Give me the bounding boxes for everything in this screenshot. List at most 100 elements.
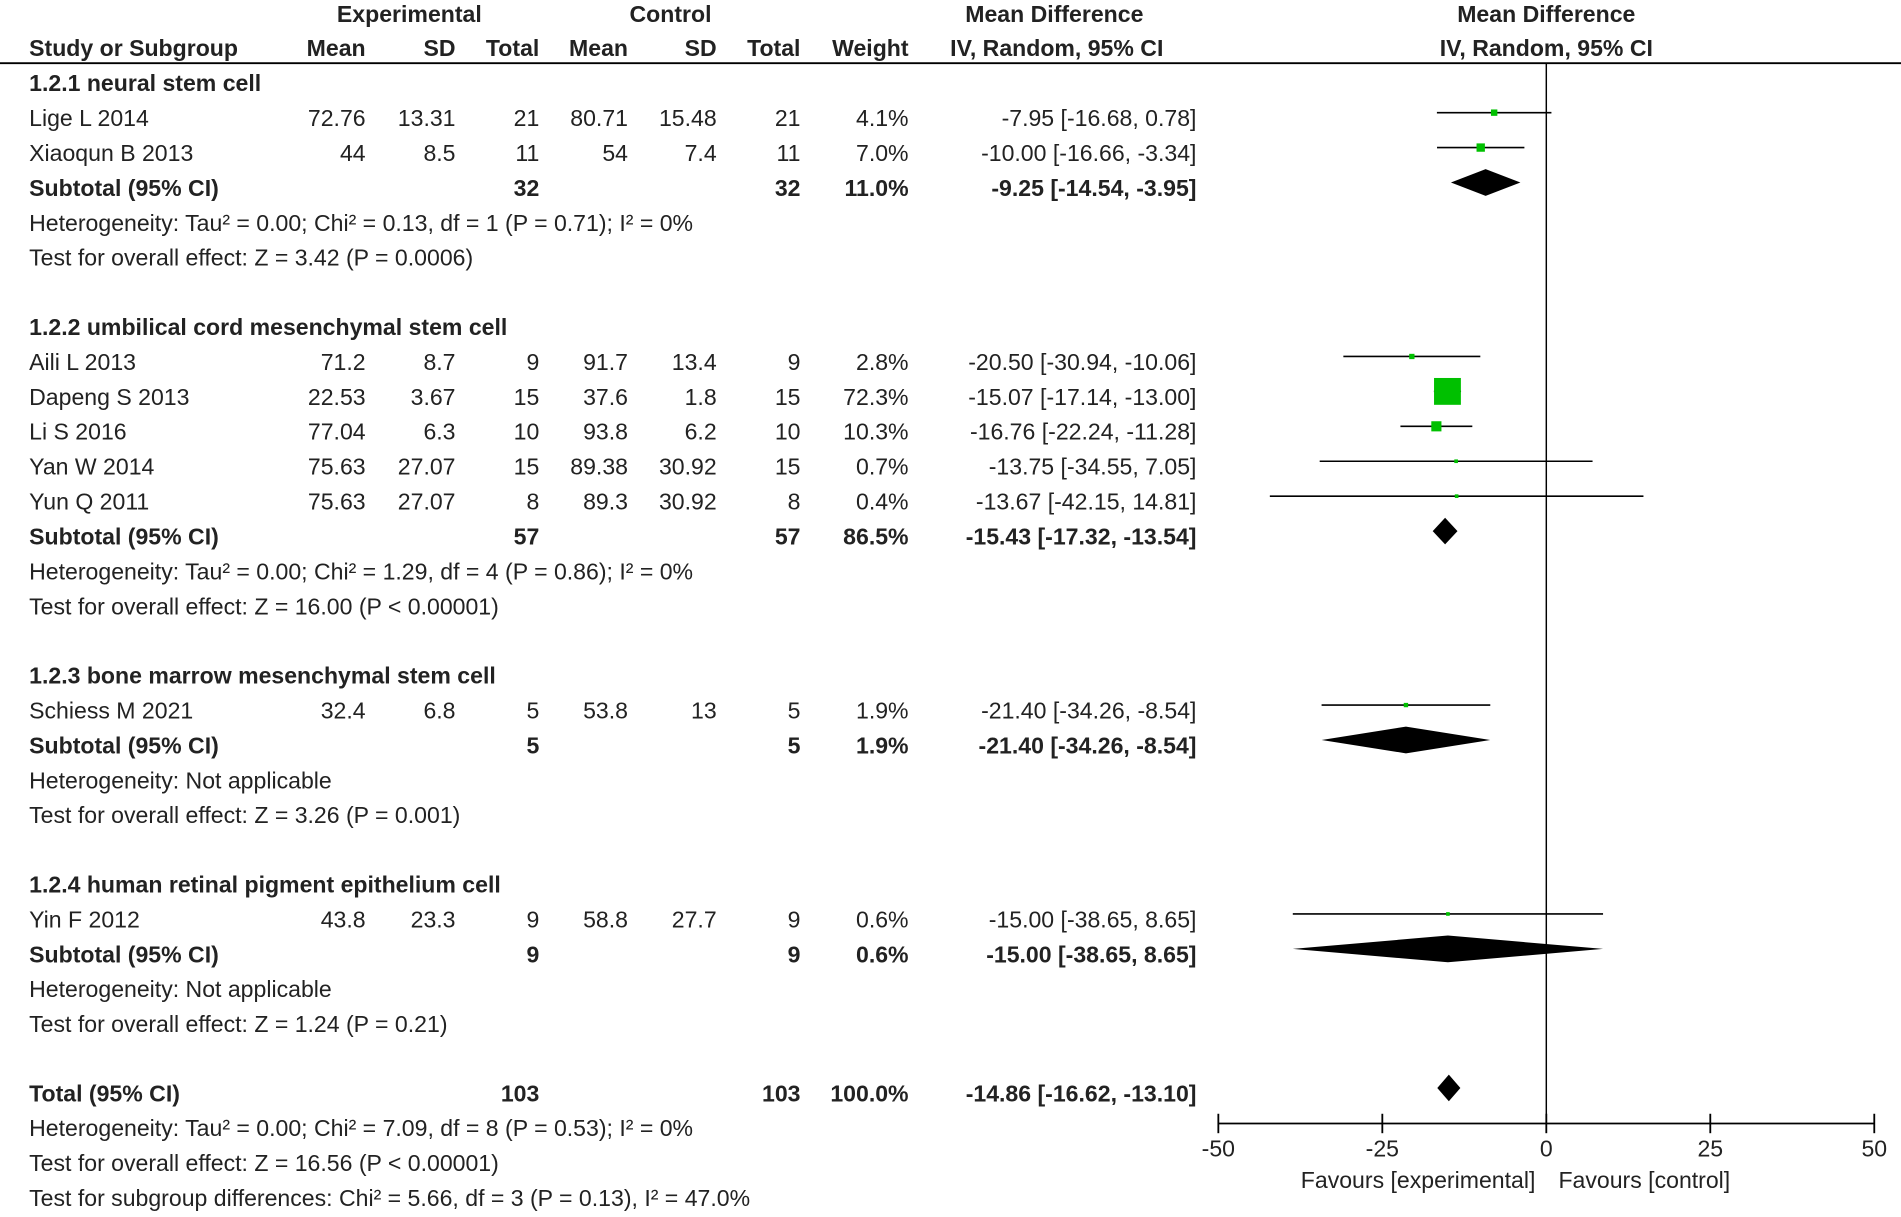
heterogeneity: Heterogeneity: Tau² = 0.00; Chi² = 0.13,… <box>29 210 693 236</box>
column-header: Weight <box>832 35 909 61</box>
study-square <box>1434 377 1461 405</box>
study-ci: -15.00 [-38.65, 8.65] <box>989 906 1197 932</box>
study-square <box>1446 912 1450 916</box>
study-name: Xiaoqun B 2013 <box>29 140 193 166</box>
total-note: Heterogeneity: Tau² = 0.00; Chi² = 7.09,… <box>29 1115 693 1141</box>
study-ctl-mean: 80.71 <box>570 105 628 131</box>
study-ctl-total: 15 <box>775 384 801 410</box>
study-exp-mean: 44 <box>340 140 366 166</box>
pooled-diamond <box>1321 726 1491 754</box>
summary-ctl-total: 5 <box>788 732 801 758</box>
study-name: Lige L 2014 <box>29 105 149 131</box>
study-ci: -10.00 [-16.66, -3.34] <box>981 140 1196 166</box>
study-ctl-total: 5 <box>788 697 801 723</box>
study-name: Dapeng S 2013 <box>29 384 189 410</box>
study-ctl-mean: 54 <box>602 140 628 166</box>
study-weight: 1.9% <box>856 697 909 723</box>
study-exp-sd: 27.07 <box>398 454 456 480</box>
summary-ctl-total: 9 <box>788 941 801 967</box>
study-exp-mean: 22.53 <box>308 384 366 410</box>
summary-ctl-total: 32 <box>775 175 801 201</box>
study-name: Schiess M 2021 <box>29 697 193 723</box>
study-name: Yan W 2014 <box>29 454 154 480</box>
summary-ci: -14.86 [-16.62, -13.10] <box>966 1080 1197 1106</box>
study-ctl-sd: 30.92 <box>659 454 717 480</box>
summary-weight: 1.9% <box>856 732 909 758</box>
column-header: Total <box>486 35 539 61</box>
group-header: Mean Difference <box>965 1 1143 27</box>
subgroup-title: 1.2.3 bone marrow mesenchymal stem cell <box>29 663 496 689</box>
study-exp-sd: 6.8 <box>423 697 455 723</box>
study-square <box>1409 353 1415 360</box>
study-exp-mean: 43.8 <box>321 906 366 932</box>
study-exp-mean: 75.63 <box>308 489 366 515</box>
total-note: Test for subgroup differences: Chi² = 5.… <box>29 1185 750 1211</box>
summary-weight: 100.0% <box>830 1080 908 1106</box>
study-weight: 4.1% <box>856 105 909 131</box>
study-exp-mean: 32.4 <box>321 697 366 723</box>
subgroup-title: 1.2.1 neural stem cell <box>29 70 261 96</box>
study-ctl-total: 9 <box>788 906 801 932</box>
summary-label: Subtotal (95% CI) <box>29 732 219 758</box>
study-exp-sd: 3.67 <box>411 384 456 410</box>
study-weight: 0.4% <box>856 489 909 515</box>
study-ctl-sd: 13 <box>691 697 717 723</box>
study-square <box>1476 143 1485 152</box>
study-exp-mean: 71.2 <box>321 349 366 375</box>
study-weight: 0.6% <box>856 906 909 932</box>
study-ci: -13.67 [-42.15, 14.81] <box>976 489 1197 515</box>
pooled-diamond <box>1292 935 1604 963</box>
study-ci: -7.95 [-16.68, 0.78] <box>1002 105 1197 131</box>
subgroup-title: 1.2.2 umbilical cord mesenchymal stem ce… <box>29 314 507 340</box>
study-ctl-mean: 89.3 <box>583 489 628 515</box>
study-exp-total: 5 <box>526 697 539 723</box>
study-ctl-mean: 53.8 <box>583 697 628 723</box>
overall-effect: Test for overall effect: Z = 16.00 (P < … <box>29 593 499 619</box>
study-ctl-total: 9 <box>788 349 801 375</box>
x-tick-label: -25 <box>1366 1135 1399 1161</box>
group-header: Experimental <box>337 1 482 27</box>
group-header: Control <box>630 1 712 27</box>
study-weight: 0.7% <box>856 454 909 480</box>
summary-ci: -15.00 [-38.65, 8.65] <box>986 941 1196 967</box>
study-square <box>1490 109 1498 116</box>
study-exp-sd: 13.31 <box>398 105 456 131</box>
study-exp-sd: 8.7 <box>423 349 455 375</box>
study-exp-mean: 72.76 <box>308 105 366 131</box>
study-ctl-mean: 93.8 <box>583 419 628 445</box>
summary-exp-total: 9 <box>526 941 539 967</box>
study-exp-total: 9 <box>526 906 539 932</box>
heterogeneity: Heterogeneity: Not applicable <box>29 976 332 1002</box>
summary-exp-total: 103 <box>501 1080 539 1106</box>
favours-left: Favours [experimental] <box>1301 1167 1536 1193</box>
study-ctl-total: 10 <box>775 419 801 445</box>
summary-exp-total: 5 <box>526 732 539 758</box>
study-exp-total: 10 <box>514 419 540 445</box>
summary-exp-total: 32 <box>514 175 540 201</box>
study-ctl-sd: 27.7 <box>672 906 717 932</box>
column-header: SD <box>685 35 717 61</box>
summary-weight: 86.5% <box>843 523 908 549</box>
study-ctl-sd: 1.8 <box>685 384 717 410</box>
study-ci: -15.07 [-17.14, -13.00] <box>968 384 1196 410</box>
study-ctl-sd: 6.2 <box>685 419 717 445</box>
study-exp-total: 11 <box>515 140 539 166</box>
study-square <box>1454 459 1458 464</box>
column-header: IV, Random, 95% CI <box>950 35 1163 61</box>
study-exp-mean: 75.63 <box>308 454 366 480</box>
column-header: Total <box>747 35 800 61</box>
study-ci: -21.40 [-34.26, -8.54] <box>981 697 1196 723</box>
study-square <box>1403 702 1409 708</box>
study-ctl-mean: 58.8 <box>583 906 628 932</box>
study-ci: -13.75 [-34.55, 7.05] <box>989 454 1197 480</box>
x-tick-label: -50 <box>1202 1135 1235 1161</box>
study-exp-total: 21 <box>514 105 540 131</box>
study-exp-sd: 6.3 <box>423 419 455 445</box>
subgroup-title: 1.2.4 human retinal pigment epithelium c… <box>29 871 501 897</box>
favours-right: Favours [control] <box>1558 1167 1730 1193</box>
column-header: IV, Random, 95% CI <box>1440 35 1653 61</box>
study-ci: -16.76 [-22.24, -11.28] <box>970 419 1197 445</box>
column-header: Mean <box>307 35 366 61</box>
pooled-diamond <box>1437 1074 1461 1102</box>
